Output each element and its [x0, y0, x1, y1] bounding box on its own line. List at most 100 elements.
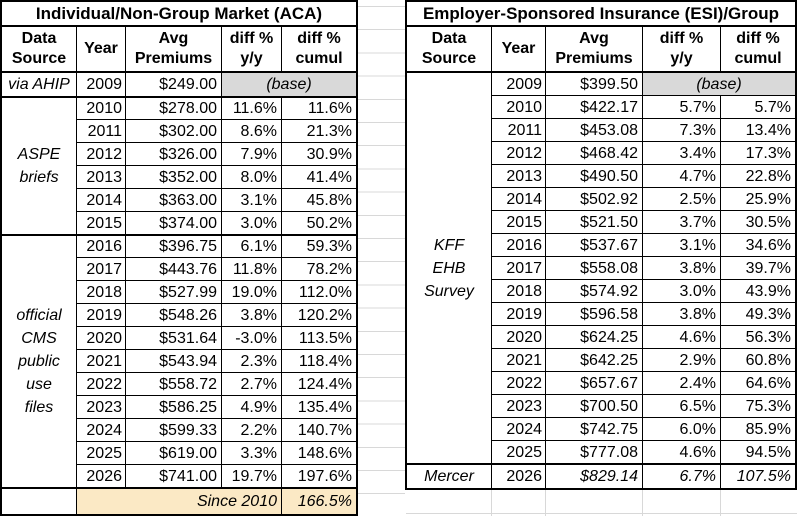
cell-diff-yy-2024[interactable]: 2.2% [222, 419, 282, 442]
cell-year-2012[interactable]: 2012 [492, 142, 546, 165]
cell-premium-2009[interactable]: $249.00 [126, 73, 222, 97]
cell-diff-cumul-2015[interactable]: 50.2% [282, 212, 356, 235]
cell-premium-2024[interactable]: $742.75 [546, 418, 643, 441]
cell-year-2018[interactable]: 2018 [77, 281, 126, 304]
cell-footer-empty[interactable] [2, 488, 77, 514]
cell-year-2010[interactable]: 2010 [77, 97, 126, 120]
table-title[interactable]: Individual/Non-Group Market (ACA) [2, 2, 356, 27]
cell-year-2019[interactable]: 2019 [77, 304, 126, 327]
cell-diff-yy-2014[interactable]: 3.1% [222, 189, 282, 212]
cell-year-2021[interactable]: 2021 [77, 350, 126, 373]
cell-premium-2020[interactable]: $624.25 [546, 326, 643, 349]
cell-premium-2020[interactable]: $531.64 [126, 327, 222, 350]
cell-diff-yy-2011[interactable]: 8.6% [222, 120, 282, 143]
header-cell[interactable]: Avg Premiums [126, 27, 222, 73]
cell-premium-2015[interactable]: $374.00 [126, 212, 222, 235]
cell-year-2025[interactable]: 2025 [77, 442, 126, 465]
cell-year-2009[interactable]: 2009 [492, 73, 546, 96]
cell-year-2021[interactable]: 2021 [492, 349, 546, 372]
cell-premium-2026[interactable]: $741.00 [126, 465, 222, 488]
cell-diff-cumul-2020[interactable]: 56.3% [721, 326, 795, 349]
header-cell[interactable]: Data Source [2, 27, 77, 73]
header-cell[interactable]: Data Source [407, 27, 492, 73]
cell-diff-cumul-2019[interactable]: 49.3% [721, 303, 795, 326]
cell-data-source[interactable]: Mercer [407, 464, 492, 488]
cell-diff-yy-2024[interactable]: 6.0% [643, 418, 721, 441]
cell-diff-yy-2026[interactable]: 6.7% [643, 464, 721, 488]
cell-diff-yy-2016[interactable]: 6.1% [222, 235, 282, 258]
header-cell[interactable]: diff % y/y [222, 27, 282, 73]
cell-year-2013[interactable]: 2013 [492, 165, 546, 188]
cell-data-source[interactable]: KFF EHB Survey [407, 73, 492, 464]
cell-year-2026[interactable]: 2026 [492, 464, 546, 488]
header-cell[interactable]: diff % cumul [282, 27, 356, 73]
cell-diff-yy-2018[interactable]: 19.0% [222, 281, 282, 304]
cell-year-2011[interactable]: 2011 [492, 119, 546, 142]
cell-year-2024[interactable]: 2024 [492, 418, 546, 441]
cell-year-2019[interactable]: 2019 [492, 303, 546, 326]
cell-premium-2012[interactable]: $468.42 [546, 142, 643, 165]
cell-diff-cumul-2012[interactable]: 17.3% [721, 142, 795, 165]
cell-year-2018[interactable]: 2018 [492, 280, 546, 303]
footer-value-cell[interactable]: 166.5% [282, 488, 356, 514]
cell-diff-cumul-2026[interactable]: 107.5% [721, 464, 795, 488]
cell-diff-cumul-2024[interactable]: 140.7% [282, 419, 356, 442]
cell-year-2017[interactable]: 2017 [77, 258, 126, 281]
cell-diff-cumul-2025[interactable]: 94.5% [721, 441, 795, 464]
cell-year-2014[interactable]: 2014 [492, 188, 546, 211]
cell-diff-yy-2025[interactable]: 4.6% [643, 441, 721, 464]
cell-diff-cumul-2019[interactable]: 120.2% [282, 304, 356, 327]
cell-diff-cumul-2018[interactable]: 112.0% [282, 281, 356, 304]
cell-diff-yy-2017[interactable]: 11.8% [222, 258, 282, 281]
cell-diff-yy-2011[interactable]: 7.3% [643, 119, 721, 142]
cell-year-2015[interactable]: 2015 [492, 211, 546, 234]
cell-base-note[interactable]: (base) [643, 73, 795, 96]
cell-diff-cumul-2012[interactable]: 30.9% [282, 143, 356, 166]
cell-premium-2019[interactable]: $596.58 [546, 303, 643, 326]
cell-premium-2022[interactable]: $657.67 [546, 372, 643, 395]
cell-data-source[interactable]: official CMS public use files [2, 235, 77, 488]
cell-premium-2016[interactable]: $537.67 [546, 234, 643, 257]
cell-diff-cumul-2013[interactable]: 22.8% [721, 165, 795, 188]
cell-year-2012[interactable]: 2012 [77, 143, 126, 166]
cell-diff-yy-2025[interactable]: 3.3% [222, 442, 282, 465]
cell-diff-cumul-2026[interactable]: 197.6% [282, 465, 356, 488]
cell-diff-yy-2021[interactable]: 2.3% [222, 350, 282, 373]
cell-diff-yy-2016[interactable]: 3.1% [643, 234, 721, 257]
cell-base-note[interactable]: (base) [222, 73, 356, 97]
cell-diff-yy-2017[interactable]: 3.8% [643, 257, 721, 280]
cell-premium-2011[interactable]: $453.08 [546, 119, 643, 142]
cell-year-2014[interactable]: 2014 [77, 189, 126, 212]
cell-premium-2016[interactable]: $396.75 [126, 235, 222, 258]
cell-premium-2014[interactable]: $502.92 [546, 188, 643, 211]
cell-year-2017[interactable]: 2017 [492, 257, 546, 280]
cell-diff-yy-2023[interactable]: 4.9% [222, 396, 282, 419]
cell-diff-cumul-2022[interactable]: 64.6% [721, 372, 795, 395]
cell-premium-2026[interactable]: $829.14 [546, 464, 643, 488]
cell-premium-2017[interactable]: $443.76 [126, 258, 222, 281]
cell-diff-yy-2020[interactable]: -3.0% [222, 327, 282, 350]
cell-year-2025[interactable]: 2025 [492, 441, 546, 464]
cell-diff-cumul-2020[interactable]: 113.5% [282, 327, 356, 350]
cell-diff-yy-2013[interactable]: 4.7% [643, 165, 721, 188]
cell-premium-2023[interactable]: $700.50 [546, 395, 643, 418]
cell-diff-cumul-2022[interactable]: 124.4% [282, 373, 356, 396]
cell-premium-2021[interactable]: $543.94 [126, 350, 222, 373]
cell-diff-yy-2019[interactable]: 3.8% [222, 304, 282, 327]
cell-year-2016[interactable]: 2016 [77, 235, 126, 258]
cell-diff-cumul-2025[interactable]: 148.6% [282, 442, 356, 465]
cell-diff-yy-2019[interactable]: 3.8% [643, 303, 721, 326]
cell-premium-2010[interactable]: $422.17 [546, 96, 643, 119]
cell-premium-2019[interactable]: $548.26 [126, 304, 222, 327]
table-title[interactable]: Employer-Sponsored Insurance (ESI)/Group [407, 2, 795, 27]
cell-year-2013[interactable]: 2013 [77, 166, 126, 189]
cell-premium-2013[interactable]: $352.00 [126, 166, 222, 189]
cell-premium-2018[interactable]: $574.92 [546, 280, 643, 303]
header-cell[interactable]: Year [77, 27, 126, 73]
cell-premium-2012[interactable]: $326.00 [126, 143, 222, 166]
cell-premium-2009[interactable]: $399.50 [546, 73, 643, 96]
cell-diff-cumul-2023[interactable]: 135.4% [282, 396, 356, 419]
cell-year-2009[interactable]: 2009 [77, 73, 126, 97]
cell-diff-yy-2015[interactable]: 3.0% [222, 212, 282, 235]
cell-premium-2024[interactable]: $599.33 [126, 419, 222, 442]
